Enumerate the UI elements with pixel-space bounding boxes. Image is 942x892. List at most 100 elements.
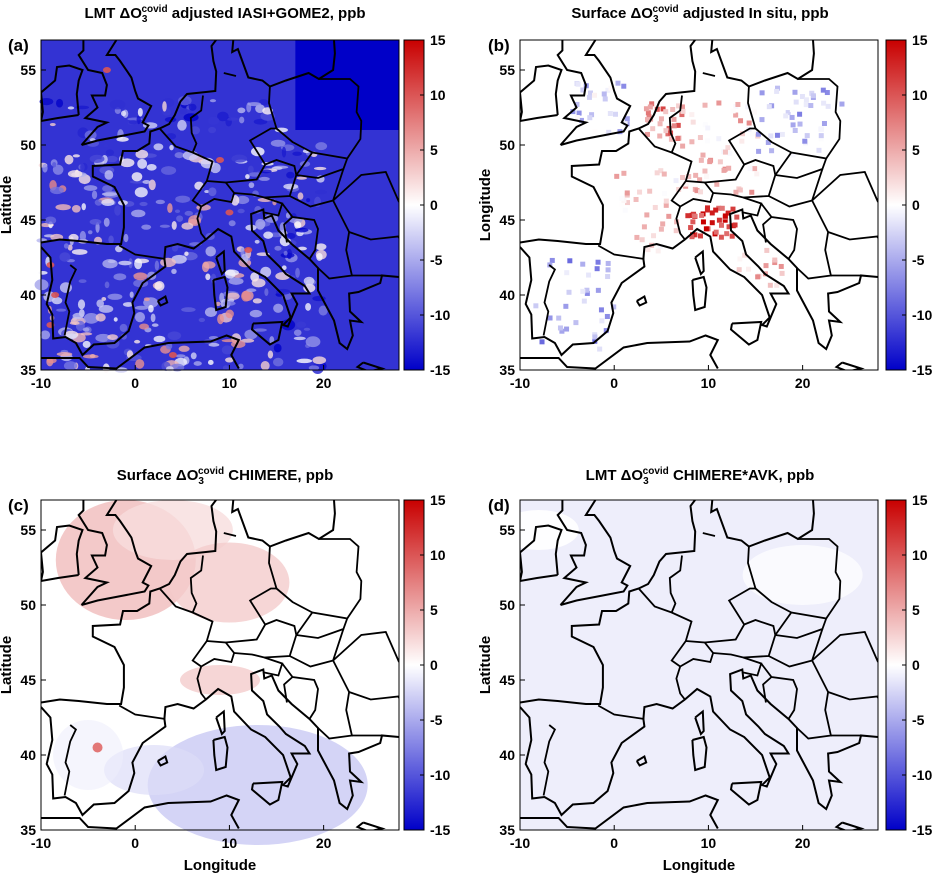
plot-frame xyxy=(519,499,879,831)
heat-patch xyxy=(742,545,863,605)
heat-patch xyxy=(134,305,149,310)
colorbar-tick-label: 5 xyxy=(912,602,920,618)
station-marker xyxy=(763,263,769,269)
coastline xyxy=(355,821,386,830)
heat-patch xyxy=(273,343,282,353)
heat-patch xyxy=(175,354,186,358)
coastline xyxy=(77,500,153,606)
country-border xyxy=(638,127,693,241)
heat-patch xyxy=(253,118,268,125)
x-tick-label: -10 xyxy=(510,835,530,851)
coastline xyxy=(212,275,229,312)
colorbar-tick-label: -5 xyxy=(912,712,925,728)
station-marker xyxy=(654,170,660,176)
station-marker xyxy=(749,131,755,137)
station-marker xyxy=(697,135,703,141)
heat-patch xyxy=(89,354,96,358)
station-marker xyxy=(797,121,803,127)
station-marker xyxy=(661,191,667,197)
heat-patch xyxy=(59,252,71,262)
heat-patch xyxy=(208,126,217,134)
heat-patch xyxy=(169,542,290,623)
colorbar-tick-label: 10 xyxy=(430,87,446,103)
colorbar-tick-label: 5 xyxy=(430,142,438,158)
country-border xyxy=(225,86,278,184)
station-marker xyxy=(661,171,667,177)
panel-d-letter: (d) xyxy=(488,496,510,515)
country-border xyxy=(63,264,78,336)
station-marker xyxy=(587,115,593,121)
heat-patch xyxy=(135,149,149,159)
country-border xyxy=(275,587,313,614)
station-marker xyxy=(665,131,671,137)
heat-patch xyxy=(216,157,224,163)
station-marker xyxy=(759,90,765,96)
station-marker xyxy=(606,129,612,135)
station-marker xyxy=(704,138,710,144)
station-marker xyxy=(702,102,708,108)
heat-patch xyxy=(171,268,177,274)
station-marker xyxy=(820,87,826,93)
station-marker xyxy=(663,202,669,208)
heat-patch xyxy=(143,297,150,302)
y-tick-label: 55 xyxy=(20,522,36,538)
y-axis-label: Latitude xyxy=(0,176,15,234)
station-marker xyxy=(657,121,663,127)
heat-patch xyxy=(142,180,151,184)
station-marker xyxy=(818,133,824,139)
heat-patch xyxy=(231,154,248,163)
heat-patch xyxy=(225,269,239,276)
country-border xyxy=(234,159,298,199)
station-marker xyxy=(797,111,803,117)
y-tick-label: 40 xyxy=(20,747,36,763)
heat-patch xyxy=(155,199,165,205)
heat-patch xyxy=(146,164,157,171)
country-border xyxy=(118,704,166,720)
station-marker xyxy=(810,93,816,99)
heat-patch xyxy=(190,126,201,135)
station-marker xyxy=(700,152,706,158)
country-border xyxy=(597,244,645,260)
country-border xyxy=(797,538,842,620)
heat-patch xyxy=(154,280,165,292)
heat-patch xyxy=(133,272,148,281)
station-marker xyxy=(597,346,603,352)
station-marker xyxy=(774,282,780,288)
country-border xyxy=(289,628,345,668)
heat-patch xyxy=(207,359,214,366)
y-tick-label: 40 xyxy=(499,747,515,763)
heat-patch xyxy=(205,246,216,257)
station-marker xyxy=(619,202,625,208)
panel-b-title: Surface ΔO3covid adjusted In situ, ppb xyxy=(571,4,829,25)
country-border xyxy=(702,72,716,77)
x-tick-label: 10 xyxy=(701,835,717,851)
heat-patch xyxy=(294,227,309,233)
station-marker xyxy=(735,101,741,107)
heat-patch xyxy=(204,307,217,317)
country-border xyxy=(542,264,557,336)
station-marker xyxy=(816,147,822,153)
heat-patch xyxy=(82,340,91,348)
heat-patch xyxy=(128,120,138,125)
heat-patch xyxy=(101,297,107,301)
x-tick-label: 0 xyxy=(610,375,618,391)
heat-patch xyxy=(89,154,105,163)
country-border xyxy=(118,244,166,260)
colorbar-tick-label: 10 xyxy=(912,87,928,103)
panel-c-letter: (c) xyxy=(8,496,29,515)
heat-patch xyxy=(303,276,315,286)
x-tick-label: -10 xyxy=(31,375,51,391)
heat-patch xyxy=(225,117,239,121)
station-marker xyxy=(725,210,731,216)
country-border xyxy=(827,231,878,241)
x-tick-label: 0 xyxy=(131,835,139,851)
station-marker xyxy=(574,114,580,120)
country-border xyxy=(264,196,284,217)
heat-patch xyxy=(79,230,87,242)
y-tick-label: 55 xyxy=(499,522,515,538)
station-marker xyxy=(746,266,752,272)
station-marker xyxy=(716,100,722,106)
station-marker xyxy=(539,339,545,345)
station-marker xyxy=(818,126,824,132)
heat-patch xyxy=(119,323,128,332)
